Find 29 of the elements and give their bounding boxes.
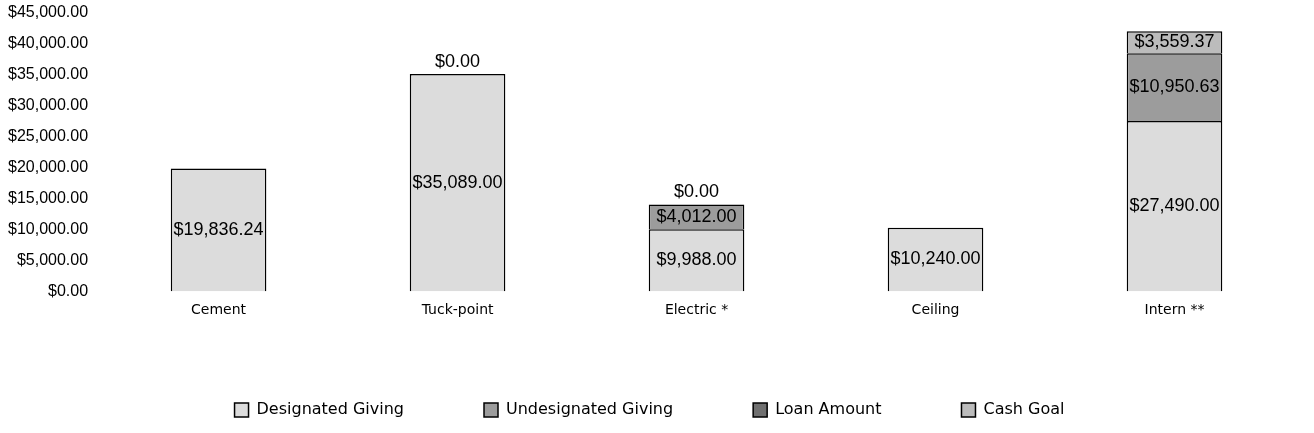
x-tick-label: Ceiling: [911, 301, 960, 318]
legend-label: Designated Giving: [256, 399, 405, 419]
data-label: $10,950.63: [1129, 76, 1220, 97]
y-tick-label: $45,000.00: [8, 3, 89, 21]
y-tick-label: $15,000.00: [8, 188, 89, 206]
data-label: $0.00: [674, 181, 720, 202]
y-tick-label: $40,000.00: [8, 33, 89, 51]
data-label: $0.00: [435, 50, 481, 71]
y-tick-label: $10,000.00: [8, 219, 89, 237]
y-tick-label: $0.00: [48, 281, 89, 299]
x-tick-label: Intern **: [1144, 301, 1205, 318]
legend-label: Undesignated Giving: [506, 399, 674, 419]
data-label: $35,089.00: [412, 171, 503, 192]
y-tick-label: $5,000.00: [16, 250, 89, 268]
data-label: $19,836.24: [173, 218, 264, 239]
y-tick-label: $25,000.00: [8, 126, 89, 144]
y-tick-label: $20,000.00: [8, 157, 89, 175]
legend-label: Cash Goal: [983, 399, 1065, 419]
x-tick-label: Tuck-point: [420, 301, 494, 318]
y-tick-label: $35,000.00: [8, 64, 89, 82]
data-label: $3,559.37: [1134, 31, 1215, 52]
legend-label: Loan Amount: [775, 399, 882, 419]
data-label: $4,012.00: [656, 205, 737, 226]
x-tick-label: Electric *: [664, 301, 729, 318]
data-label: $27,490.00: [1129, 195, 1220, 216]
data-label: $10,240.00: [890, 248, 981, 269]
y-tick-label: $30,000.00: [8, 95, 89, 113]
x-tick-label: Cement: [191, 301, 247, 318]
data-label: $9,988.00: [656, 249, 737, 270]
